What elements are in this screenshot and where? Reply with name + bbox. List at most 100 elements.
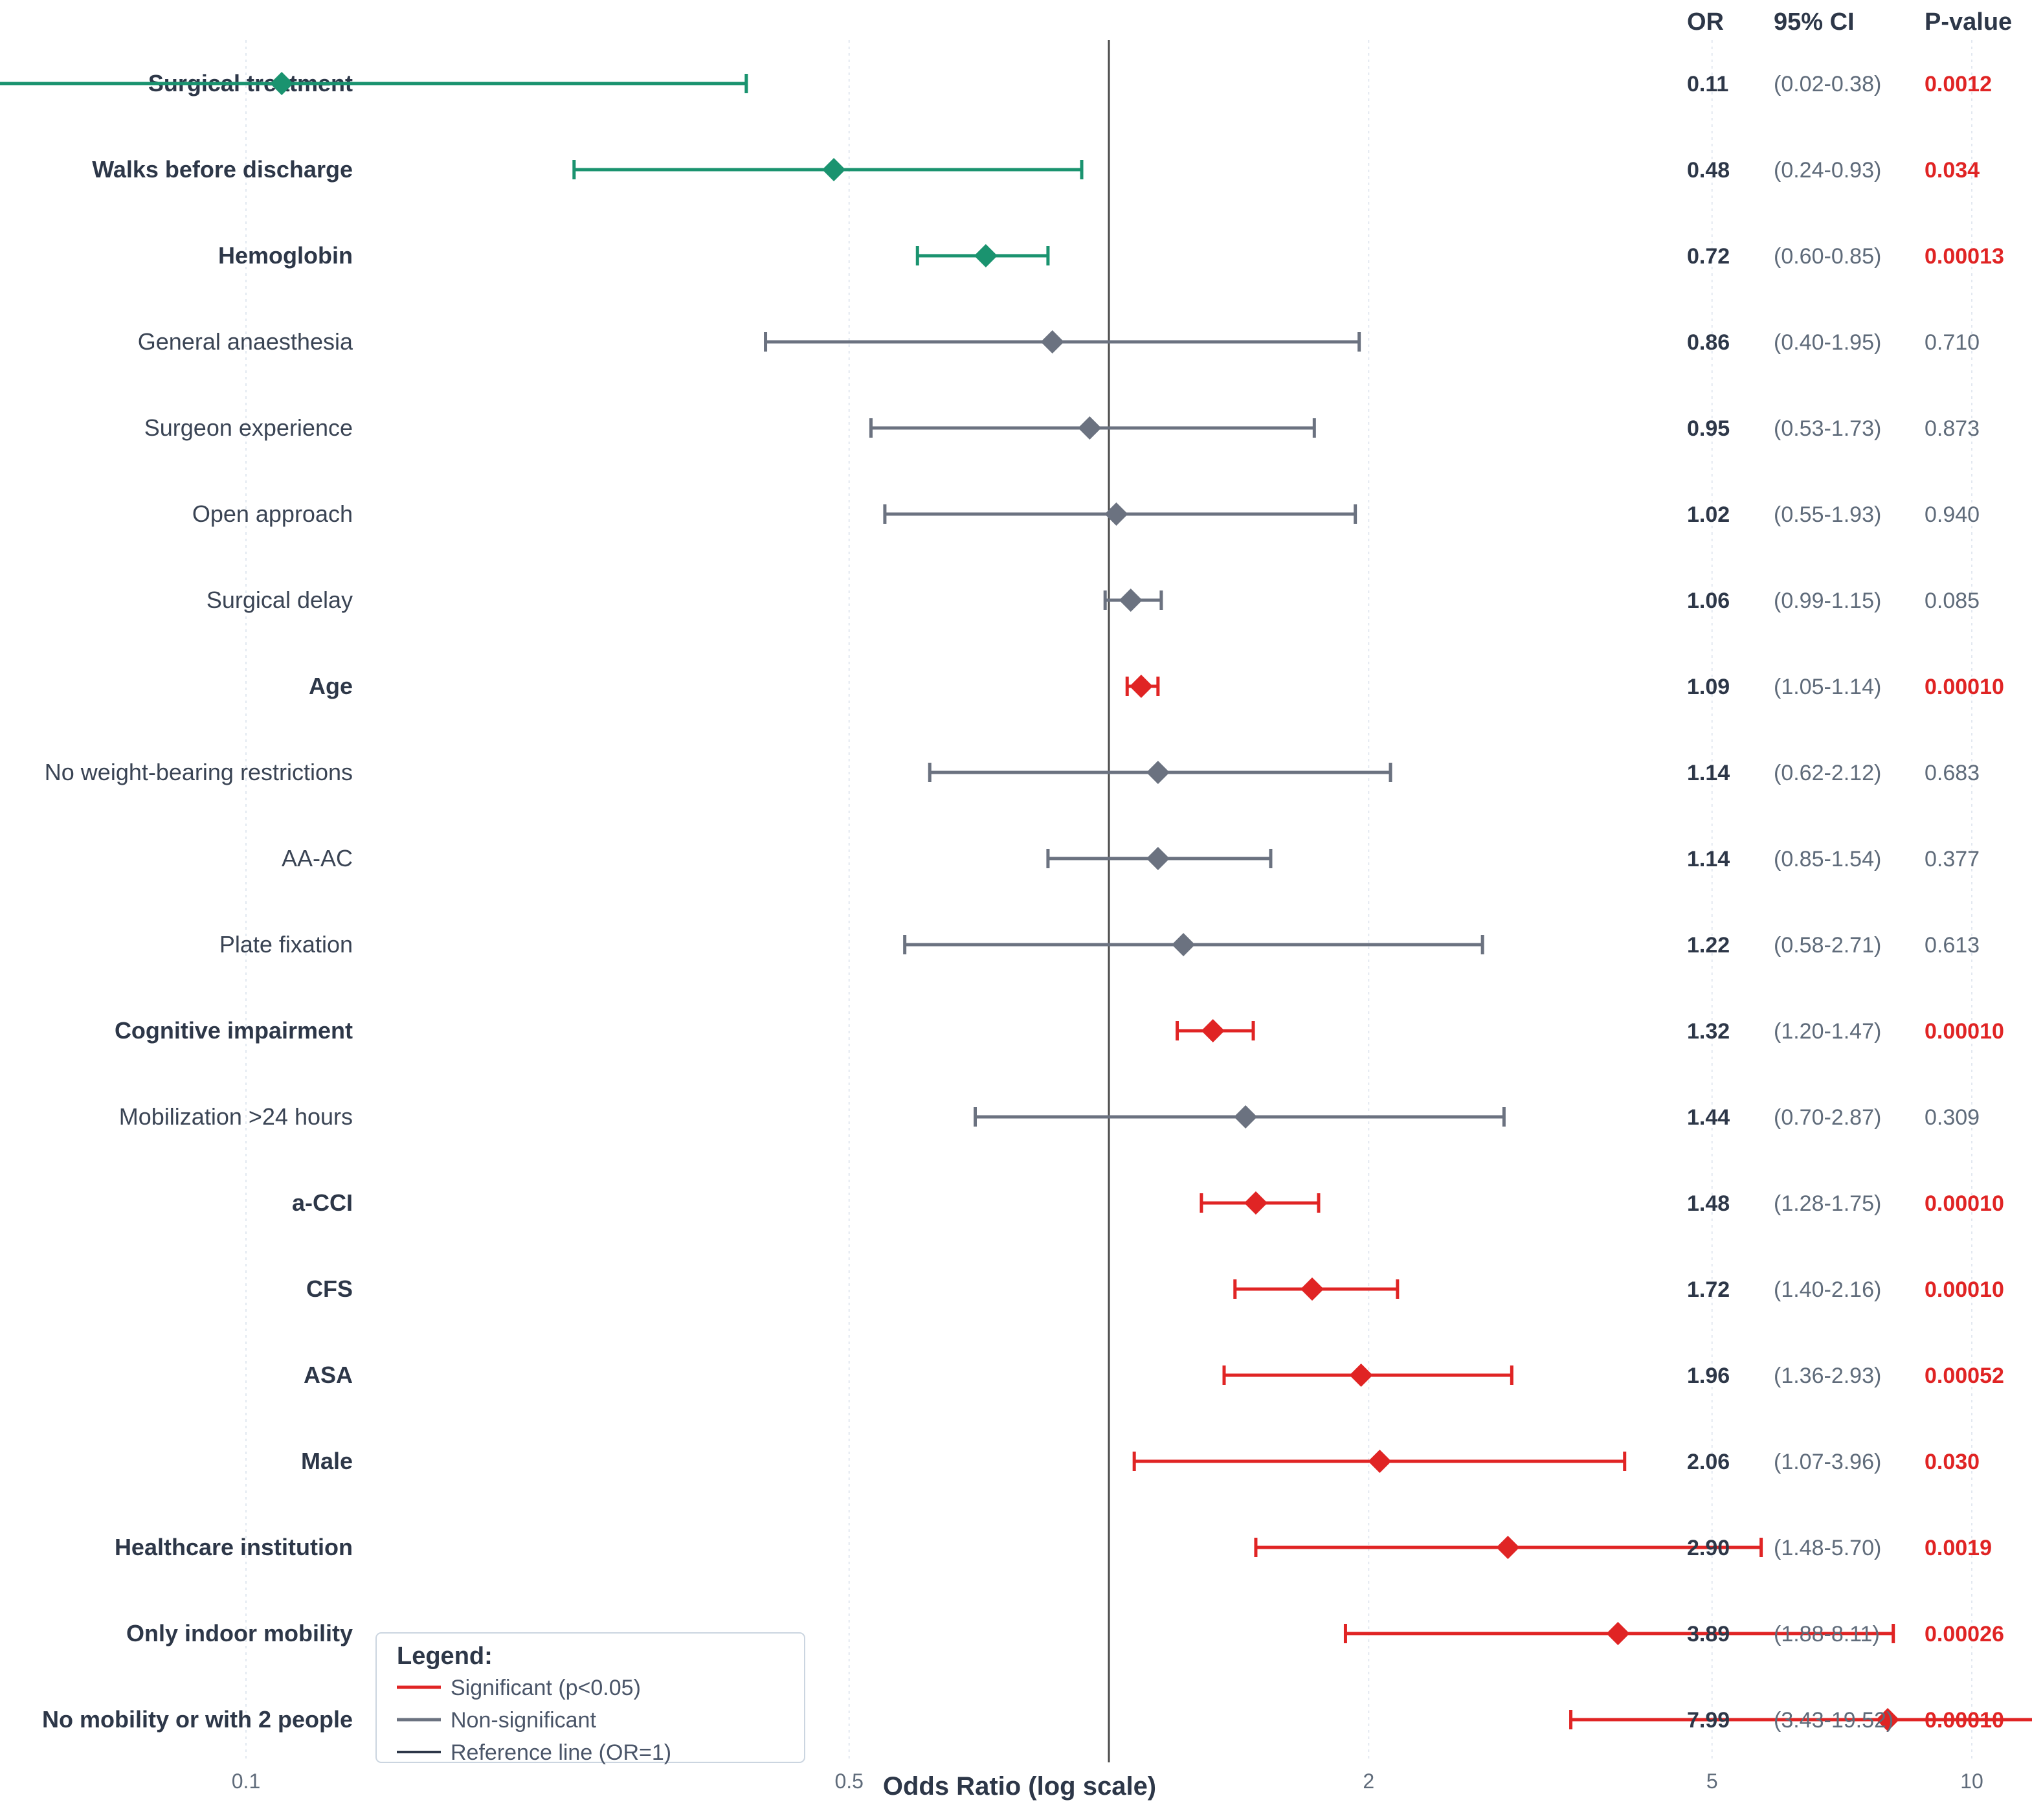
x-axis: 0.10.5251020 — [232, 1769, 1983, 1793]
row-label: CFS — [306, 1275, 353, 1302]
x-tick-label: 5 — [1706, 1769, 1718, 1793]
forest-row: Mobilization >24 hours 1.44 (0.70-2.87) 0.3… — [119, 1103, 1980, 1130]
forest-row: Age 1.09 (1.05-1.14) 0.00010 — [309, 673, 2004, 699]
or-value: 1.06 — [1687, 589, 1730, 613]
row-label: Cognitive impairment — [115, 1017, 353, 1044]
forest-row: AA-AC 1.14 (0.85-1.54) 0.377 — [282, 845, 1980, 871]
or-marker — [822, 158, 846, 181]
forest-row: Surgical treatment 0.11 (0.02-0.38) 0.0012 — [0, 70, 1992, 96]
forest-row: Healthcare institution 2.90 (1.48-5.70) 0.0… — [115, 1534, 1992, 1560]
ci-value: (3.43-19.52) — [1774, 1708, 1893, 1733]
row-label: Age — [309, 673, 353, 699]
row-label: No weight-bearing restrictions — [45, 759, 353, 785]
p-value: 0.00010 — [1925, 1708, 2004, 1733]
p-value: 0.00013 — [1925, 244, 2004, 269]
or-value: 1.32 — [1687, 1019, 1730, 1044]
or-marker — [1172, 933, 1196, 956]
x-tick-label: 0.5 — [834, 1769, 863, 1793]
ci-value: (0.53-1.73) — [1774, 416, 1881, 441]
row-label: Only indoor mobility — [126, 1620, 353, 1646]
ci-value: (1.07-3.96) — [1774, 1450, 1881, 1474]
or-value: 1.09 — [1687, 675, 1730, 699]
or-marker — [1201, 1019, 1225, 1042]
x-tick-label: 2 — [1363, 1769, 1374, 1793]
or-value: 0.48 — [1687, 158, 1730, 183]
ci-value: (0.70-2.87) — [1774, 1105, 1881, 1130]
legend: Legend: Significant (p<0.05) Non-signifi… — [375, 1632, 805, 1765]
p-value: 0.00026 — [1925, 1622, 2004, 1646]
or-value: 1.14 — [1687, 761, 1730, 785]
or-marker — [1300, 1277, 1324, 1301]
ci-value: (1.40-2.16) — [1774, 1277, 1881, 1302]
forest-row: No mobility or with 2 people 7.99 (3.43-19… — [42, 1706, 2032, 1733]
forest-row: Surgeon experience 0.95 (0.53-1.73) 0.873 — [144, 414, 1980, 441]
or-marker — [1349, 1364, 1373, 1387]
forest-row: CFS 1.72 (1.40-2.16) 0.00010 — [306, 1275, 2004, 1302]
or-value: 3.89 — [1687, 1622, 1730, 1646]
p-value: 0.873 — [1925, 416, 1980, 441]
forest-row: Cognitive impairment 1.32 (1.20-1.47) 0.000… — [115, 1017, 2004, 1044]
or-value: 0.72 — [1687, 244, 1730, 269]
ci-value: (0.40-1.95) — [1774, 330, 1881, 355]
legend-label-non-significant: Non-significant — [451, 1708, 596, 1733]
p-value: 0.034 — [1925, 158, 1980, 183]
rows: Surgical treatment 0.11 (0.02-0.38) 0.0012 W… — [0, 70, 2032, 1733]
forest-row: a-CCI 1.48 (1.28-1.75) 0.00010 — [292, 1189, 2004, 1216]
ci-value: (0.60-0.85) — [1774, 244, 1881, 269]
header-p: P-value — [1925, 8, 2012, 36]
or-value: 0.95 — [1687, 416, 1730, 441]
p-value: 0.00010 — [1925, 1019, 2004, 1044]
or-marker — [974, 244, 998, 267]
p-value: 0.613 — [1925, 933, 1980, 958]
or-marker — [1876, 1708, 1900, 1731]
row-label: Surgeon experience — [144, 414, 353, 441]
p-value: 0.0019 — [1925, 1536, 1992, 1560]
p-value: 0.0012 — [1925, 72, 1992, 96]
ci-value: (1.05-1.14) — [1774, 675, 1881, 699]
or-value: 0.86 — [1687, 330, 1730, 355]
legend-box — [375, 1632, 805, 1763]
or-marker — [1146, 761, 1170, 784]
or-value: 1.22 — [1687, 933, 1730, 958]
or-value: 1.96 — [1687, 1364, 1730, 1388]
row-label: No mobility or with 2 people — [42, 1706, 353, 1733]
ci-value: (0.99-1.15) — [1774, 589, 1881, 613]
or-value: 1.72 — [1687, 1277, 1730, 1302]
legend-title: Legend: — [397, 1643, 493, 1670]
ci-value: (1.48-5.70) — [1774, 1536, 1881, 1560]
x-axis-title: Odds Ratio (log scale) — [883, 1772, 1156, 1801]
forest-row: Hemoglobin 0.72 (0.60-0.85) 0.00013 — [218, 242, 2004, 269]
p-value: 0.00010 — [1925, 675, 2004, 699]
or-value: 1.14 — [1687, 847, 1730, 871]
or-value: 2.06 — [1687, 1450, 1730, 1474]
or-marker — [1040, 330, 1064, 354]
or-marker — [1496, 1536, 1520, 1559]
forest-row: Surgical delay 1.06 (0.99-1.15) 0.085 — [207, 587, 1980, 613]
row-label: ASA — [304, 1362, 353, 1388]
ci-value: (0.62-2.12) — [1774, 761, 1881, 785]
row-label: General anaesthesia — [138, 328, 353, 355]
or-value: 1.02 — [1687, 502, 1730, 527]
row-label: a-CCI — [292, 1189, 353, 1216]
legend-label-significant: Significant (p<0.05) — [451, 1676, 641, 1700]
ci-value: (1.36-2.93) — [1774, 1364, 1881, 1388]
ci-value: (0.24-0.93) — [1774, 158, 1881, 183]
or-marker — [1146, 847, 1170, 870]
or-value: 0.11 — [1687, 72, 1728, 96]
row-label: Open approach — [192, 500, 353, 527]
row-label: Plate fixation — [219, 931, 353, 958]
row-label: Walks before discharge — [92, 156, 353, 183]
ci-value: (1.88-8.11) — [1774, 1622, 1880, 1646]
forest-row: General anaesthesia 0.86 (0.40-1.95) 0.710 — [138, 328, 1980, 355]
forest-row: Walks before discharge 0.48 (0.24-0.93) 0.0… — [92, 156, 1980, 183]
forest-row: Male 2.06 (1.07-3.96) 0.030 — [301, 1448, 1980, 1474]
or-marker — [1234, 1105, 1258, 1129]
or-marker — [1104, 502, 1128, 526]
ci-value: (0.55-1.93) — [1774, 502, 1881, 527]
row-label: Male — [301, 1448, 353, 1474]
header-ci: 95% CI — [1774, 8, 1855, 36]
or-value: 2.90 — [1687, 1536, 1730, 1560]
forest-row: Only indoor mobility 3.89 (1.88-8.11) 0.000… — [126, 1620, 2004, 1646]
forest-row: ASA 1.96 (1.36-2.93) 0.00052 — [304, 1362, 2004, 1388]
